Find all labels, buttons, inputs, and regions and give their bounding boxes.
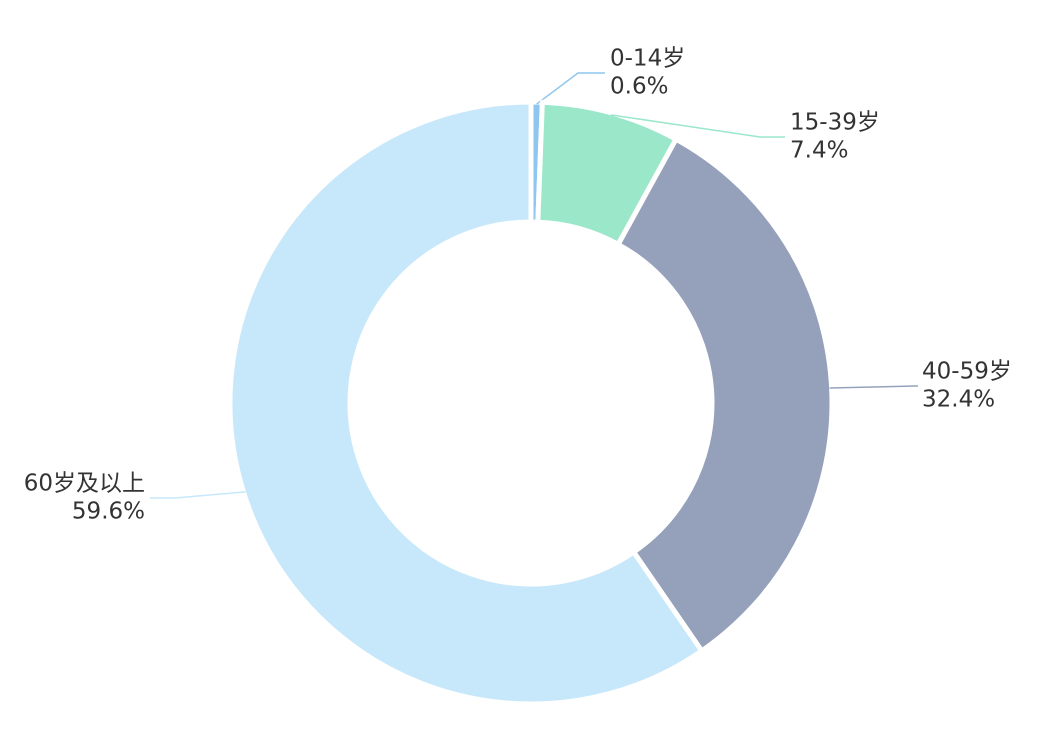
donut-segment xyxy=(227,99,705,707)
label-line xyxy=(610,114,785,138)
slice-label: 0-14岁 xyxy=(610,46,685,72)
label-line xyxy=(150,491,246,499)
value-label: 7.4% xyxy=(790,138,848,164)
label-line xyxy=(536,72,605,105)
slice-label: 40-59岁 xyxy=(922,359,1012,385)
value-label: 0.6% xyxy=(610,74,668,100)
label-line xyxy=(829,385,918,389)
slice-label: 15-39岁 xyxy=(790,110,880,136)
slice-label: 60岁及以上 xyxy=(24,471,145,497)
value-label: 32.4% xyxy=(922,387,995,413)
donut-segment xyxy=(615,136,835,654)
value-label: 59.6% xyxy=(72,499,145,525)
